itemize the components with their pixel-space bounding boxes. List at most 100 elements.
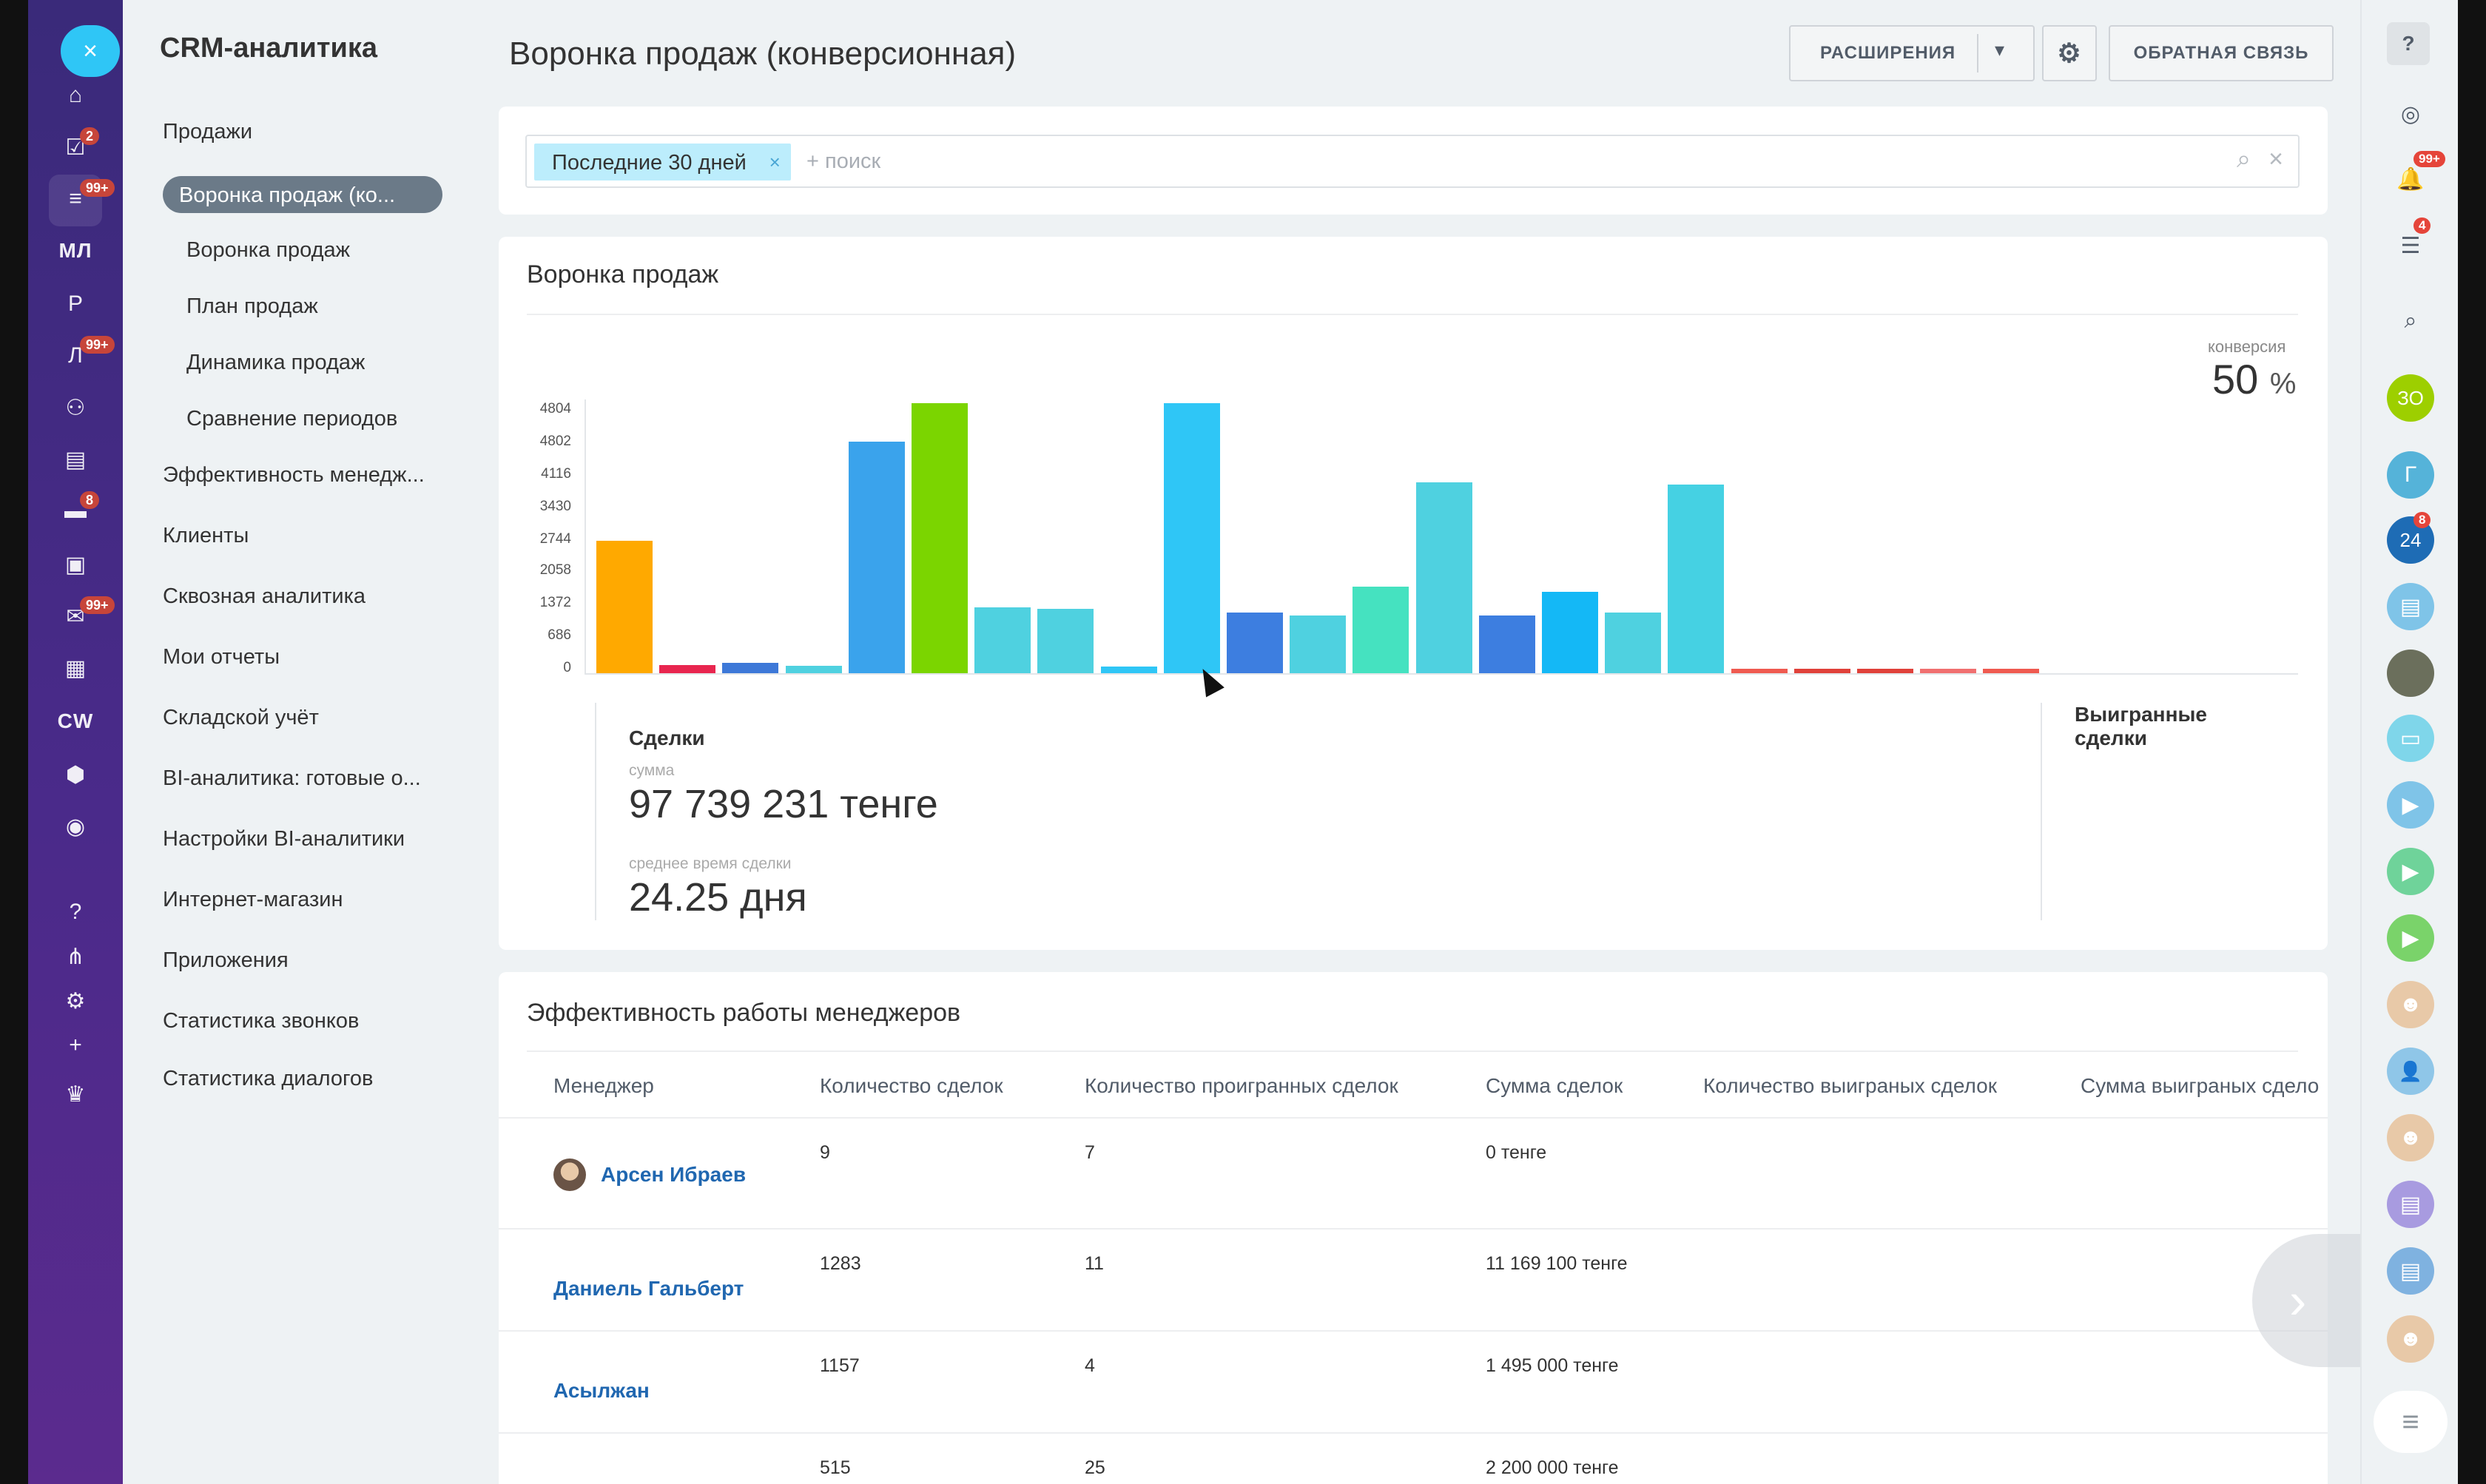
search-icon[interactable]: ⌕ (2236, 145, 2251, 173)
funnel-bar[interactable] (1479, 615, 1535, 673)
column-header[interactable]: Сумма выиграных сдело (2081, 1074, 2320, 1097)
menu-item[interactable]: Клиенты (163, 524, 249, 547)
menu-subitem[interactable]: Воронка продаж (186, 238, 351, 262)
open-lines-icon[interactable]: ▭ (2387, 715, 2434, 762)
funnel-bar[interactable] (1605, 613, 1661, 673)
home-icon[interactable]: ⌂ (28, 72, 123, 118)
menu-item[interactable]: Статистика диалогов (163, 1067, 374, 1090)
chip-remove-icon[interactable]: × (769, 151, 781, 173)
group-zo-avatar[interactable]: ЗО (2387, 374, 2434, 422)
search-input[interactable]: Последние 30 дней × + поиск ⌕ × (525, 135, 2300, 188)
group-avatar[interactable]: ☻ (2387, 1114, 2434, 1161)
group-avatar[interactable]: ☻ (2387, 981, 2434, 1028)
funnel-bar[interactable] (974, 607, 1031, 673)
chat-icon[interactable]: ▬ 8 (28, 488, 123, 534)
bitrix24-icon[interactable]: 24 8 (2387, 512, 2434, 564)
chevron-down-icon[interactable]: ▾ (1995, 38, 2005, 61)
help-button[interactable]: ? (2387, 22, 2430, 65)
contact-card-icon[interactable]: ▤ (2387, 583, 2434, 630)
settings-icon[interactable]: ⚙ (28, 978, 123, 1024)
funnel-bar[interactable] (1542, 592, 1598, 673)
contact-card-icon[interactable]: ▤ (2387, 1247, 2434, 1295)
table-row[interactable] (499, 1117, 2328, 1221)
funnel-bar[interactable] (1164, 403, 1220, 673)
funnel-bar[interactable] (596, 541, 653, 673)
menu-subitem[interactable]: Динамика продаж (186, 351, 366, 374)
crown-icon[interactable]: ♛ (28, 1071, 123, 1117)
funnel-bar[interactable] (1920, 669, 1976, 673)
close-button[interactable]: × (61, 25, 120, 77)
structure-icon[interactable]: ⋔ (28, 934, 123, 979)
plus-icon[interactable]: + (28, 1022, 123, 1068)
bell-icon[interactable]: 🔔 99+ (2387, 151, 2445, 203)
funnel-bar[interactable] (1101, 667, 1157, 673)
menu-item[interactable]: Мои отчеты (163, 645, 280, 669)
contact-card-icon[interactable]: ▣ (28, 542, 123, 587)
menu-subitem[interactable]: План продаж (186, 294, 318, 318)
check-circle-icon[interactable]: ◉ (28, 803, 123, 849)
table-row[interactable] (499, 1432, 2328, 1484)
funnel-bar[interactable] (722, 663, 778, 673)
menu-item[interactable]: Эффективность менедж... (163, 463, 425, 487)
table-row[interactable] (499, 1228, 2328, 1332)
feed-icon[interactable]: ▤ (28, 436, 123, 482)
funnel-bar[interactable] (1037, 609, 1094, 673)
l-label[interactable]: Л 99+ (28, 333, 123, 379)
mail-icon[interactable]: ✉ 99+ (28, 593, 123, 639)
user-photo-avatar[interactable] (2387, 650, 2434, 697)
funnel-bar[interactable] (849, 442, 905, 673)
column-header[interactable]: Менеджер (553, 1074, 654, 1097)
video-icon[interactable]: ▶ (2387, 781, 2434, 829)
group-avatar[interactable]: ☻ (2387, 1315, 2434, 1363)
menu-item[interactable]: Интернет-магазин (163, 888, 343, 911)
manager-name-link[interactable]: Асылжан (553, 1379, 650, 1402)
feedback-button[interactable]: ОБРАТНАЯ СВЯЗЬ (2109, 25, 2334, 81)
funnel-bar[interactable] (1668, 485, 1724, 673)
ml-label[interactable]: МЛ (28, 228, 123, 274)
menu-subitem[interactable]: Сравнение периодов (186, 407, 398, 431)
menu-item[interactable]: BI-аналитика: готовые о... (163, 766, 421, 790)
help-icon[interactable]: ? (28, 889, 123, 935)
menu-item[interactable]: Складской учёт (163, 706, 319, 729)
manager-name-link[interactable]: Арсен Ибраев (601, 1163, 747, 1186)
crm-icon[interactable]: ⚇ (28, 385, 123, 431)
manager-name-link[interactable]: Даниель Гальберт (553, 1277, 744, 1300)
column-header[interactable]: Сумма сделок (1486, 1074, 1623, 1097)
funnel-bar[interactable] (912, 403, 968, 673)
clear-icon[interactable]: × (2268, 145, 2283, 173)
funnel-bar[interactable] (659, 665, 715, 673)
crm-filter-icon[interactable]: ≡ 99+ (28, 176, 123, 222)
messages-icon[interactable]: ☰ 4 (2387, 217, 2434, 269)
search-icon[interactable]: ⌕ (2387, 297, 2434, 345)
filter-chip[interactable]: Последние 30 дней × (534, 144, 791, 181)
menu-item[interactable]: Настройки BI-аналитики (163, 827, 405, 851)
calendar-icon[interactable]: ▦ (28, 645, 123, 691)
column-header[interactable]: Количество проигранных сделок (1085, 1074, 1398, 1097)
target-icon[interactable]: ◎ (2387, 90, 2434, 138)
menu-item[interactable]: Приложения (163, 948, 289, 972)
video-icon[interactable]: ▶ (2387, 914, 2434, 962)
funnel-bar[interactable] (1794, 669, 1850, 673)
funnel-bar[interactable] (1731, 669, 1788, 673)
funnel-bar[interactable] (1857, 669, 1913, 673)
menu-item-active-funnel[interactable]: Воронка продаж (ко... (163, 176, 442, 213)
cw-label[interactable]: CW (28, 698, 123, 744)
funnel-bar[interactable] (786, 666, 842, 673)
funnel-bar[interactable] (1227, 613, 1283, 673)
settings-button[interactable]: ⚙ (2042, 25, 2097, 81)
menu-item[interactable]: Статистика звонков (163, 1009, 360, 1033)
tasks-icon[interactable]: ☑ 2 (28, 124, 123, 170)
list-button[interactable]: ≡ (2374, 1391, 2448, 1453)
menu-item-sales[interactable]: Продажи (163, 120, 253, 144)
funnel-bar[interactable] (1416, 482, 1472, 673)
r-label[interactable]: Р (28, 281, 123, 327)
table-row[interactable] (499, 1330, 2328, 1434)
user-avatar[interactable]: 👤 (2387, 1048, 2434, 1095)
contact-card-icon[interactable]: ▤ (2387, 1181, 2434, 1228)
extensions-button[interactable]: РАСШИРЕНИЯ (1789, 25, 2035, 81)
column-header[interactable]: Количество сделок (820, 1074, 1003, 1097)
scroll-right-button[interactable]: › (2252, 1234, 2371, 1367)
column-header[interactable]: Количество выиграных сделок (1703, 1074, 1997, 1097)
menu-item[interactable]: Сквозная аналитика (163, 584, 366, 608)
funnel-bar[interactable] (1290, 615, 1346, 673)
